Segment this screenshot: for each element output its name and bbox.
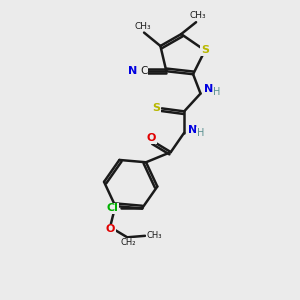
Text: Cl: Cl <box>107 203 119 213</box>
Text: S: S <box>201 45 209 56</box>
Text: C: C <box>140 66 148 76</box>
Text: CH₃: CH₃ <box>146 231 162 240</box>
Text: H: H <box>213 87 220 97</box>
Text: O: O <box>146 133 156 143</box>
Text: H: H <box>197 128 204 138</box>
Text: O: O <box>106 224 115 234</box>
Text: N: N <box>188 125 197 135</box>
Text: CH₃: CH₃ <box>134 22 151 31</box>
Text: N: N <box>204 84 214 94</box>
Text: N: N <box>128 66 137 76</box>
Text: CH₃: CH₃ <box>189 11 206 20</box>
Text: CH₂: CH₂ <box>120 238 136 247</box>
Text: S: S <box>152 103 160 113</box>
